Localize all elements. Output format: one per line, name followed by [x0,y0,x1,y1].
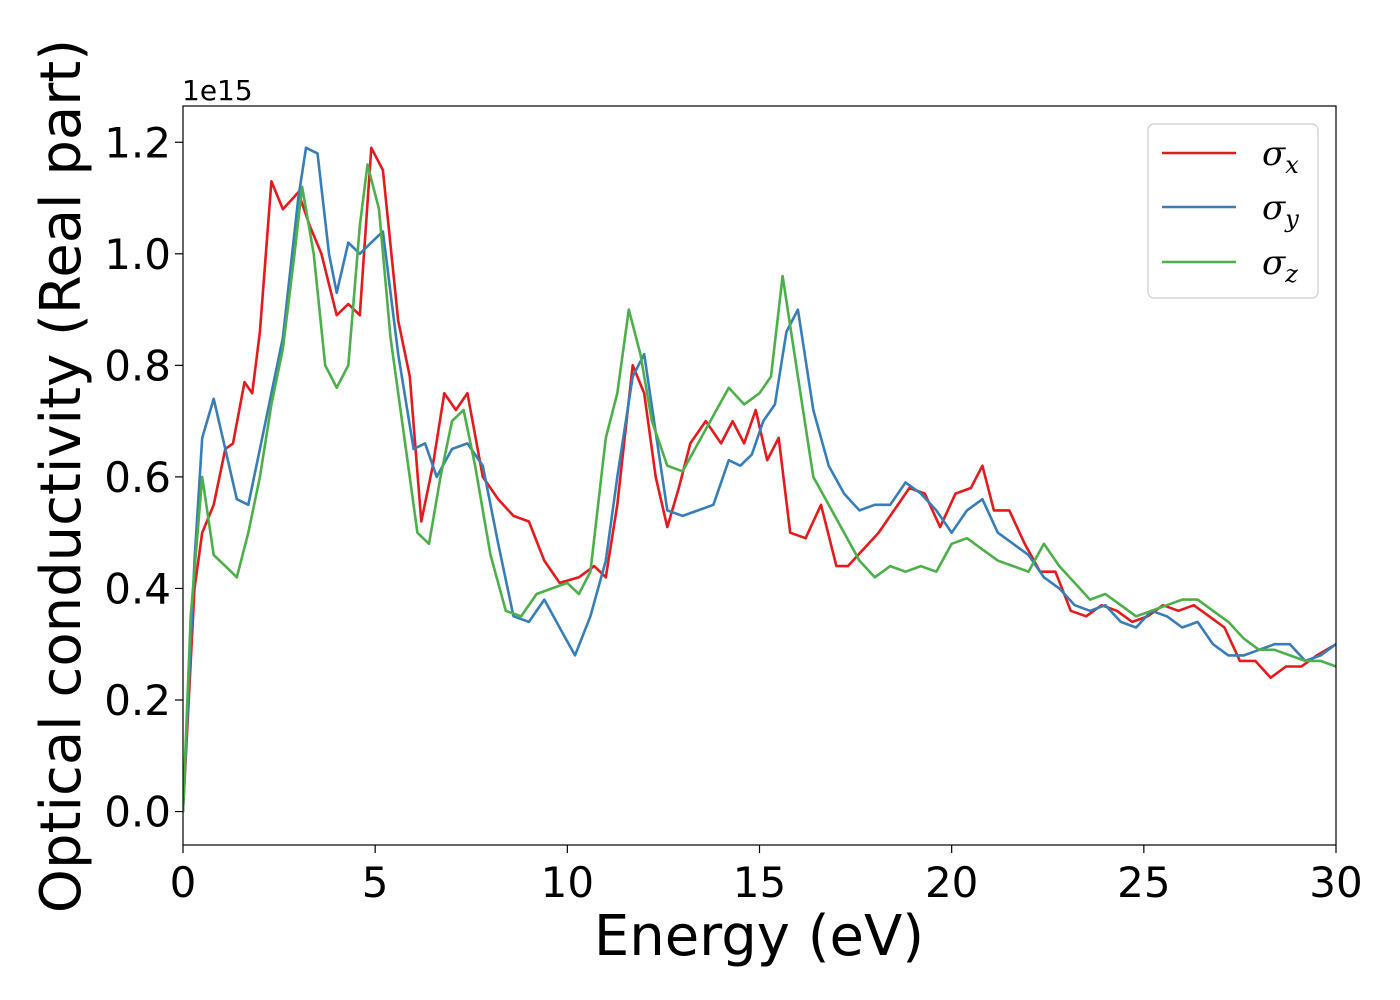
x-tick-label: 5 [362,858,389,907]
legend: σx σy σz [1147,123,1319,299]
legend-label-x: σx [1262,134,1299,179]
y-axis-label: Optical conductivity (Real part) [29,39,94,913]
legend-box [1147,123,1319,299]
series-line-z [183,163,1336,813]
y-tick-label: 0.8 [104,341,171,390]
y-tick-label: 0.6 [104,453,171,502]
y-tick-label: 0.2 [104,676,171,725]
x-tick-label: 30 [1309,858,1362,907]
x-tick-label: 0 [170,858,197,907]
series-line-x [183,146,1336,813]
y-tick-label: 0.4 [104,564,171,613]
y-tick-label: 1.0 [104,230,171,279]
x-axis-label: Energy (eV) [594,904,924,969]
series-line-y [183,146,1336,813]
x-tick-label: 20 [925,858,978,907]
y-tick-label: 1.2 [104,118,171,167]
x-axis-ticks: 0 5 10 15 20 25 30 [170,845,1363,907]
series-layer [183,146,1336,813]
y-axis-ticks: 0.0 0.2 0.4 0.6 0.8 1.0 1.2 [104,118,183,837]
x-tick-label: 25 [1117,858,1170,907]
y-tick-label: 0.0 [104,788,171,837]
x-tick-label: 10 [541,858,594,907]
x-tick-label: 15 [733,858,786,907]
y-offset-label: 1e15 [182,74,253,107]
legend-label-z: σz [1262,243,1298,288]
legend-label-y: σy [1262,188,1299,233]
